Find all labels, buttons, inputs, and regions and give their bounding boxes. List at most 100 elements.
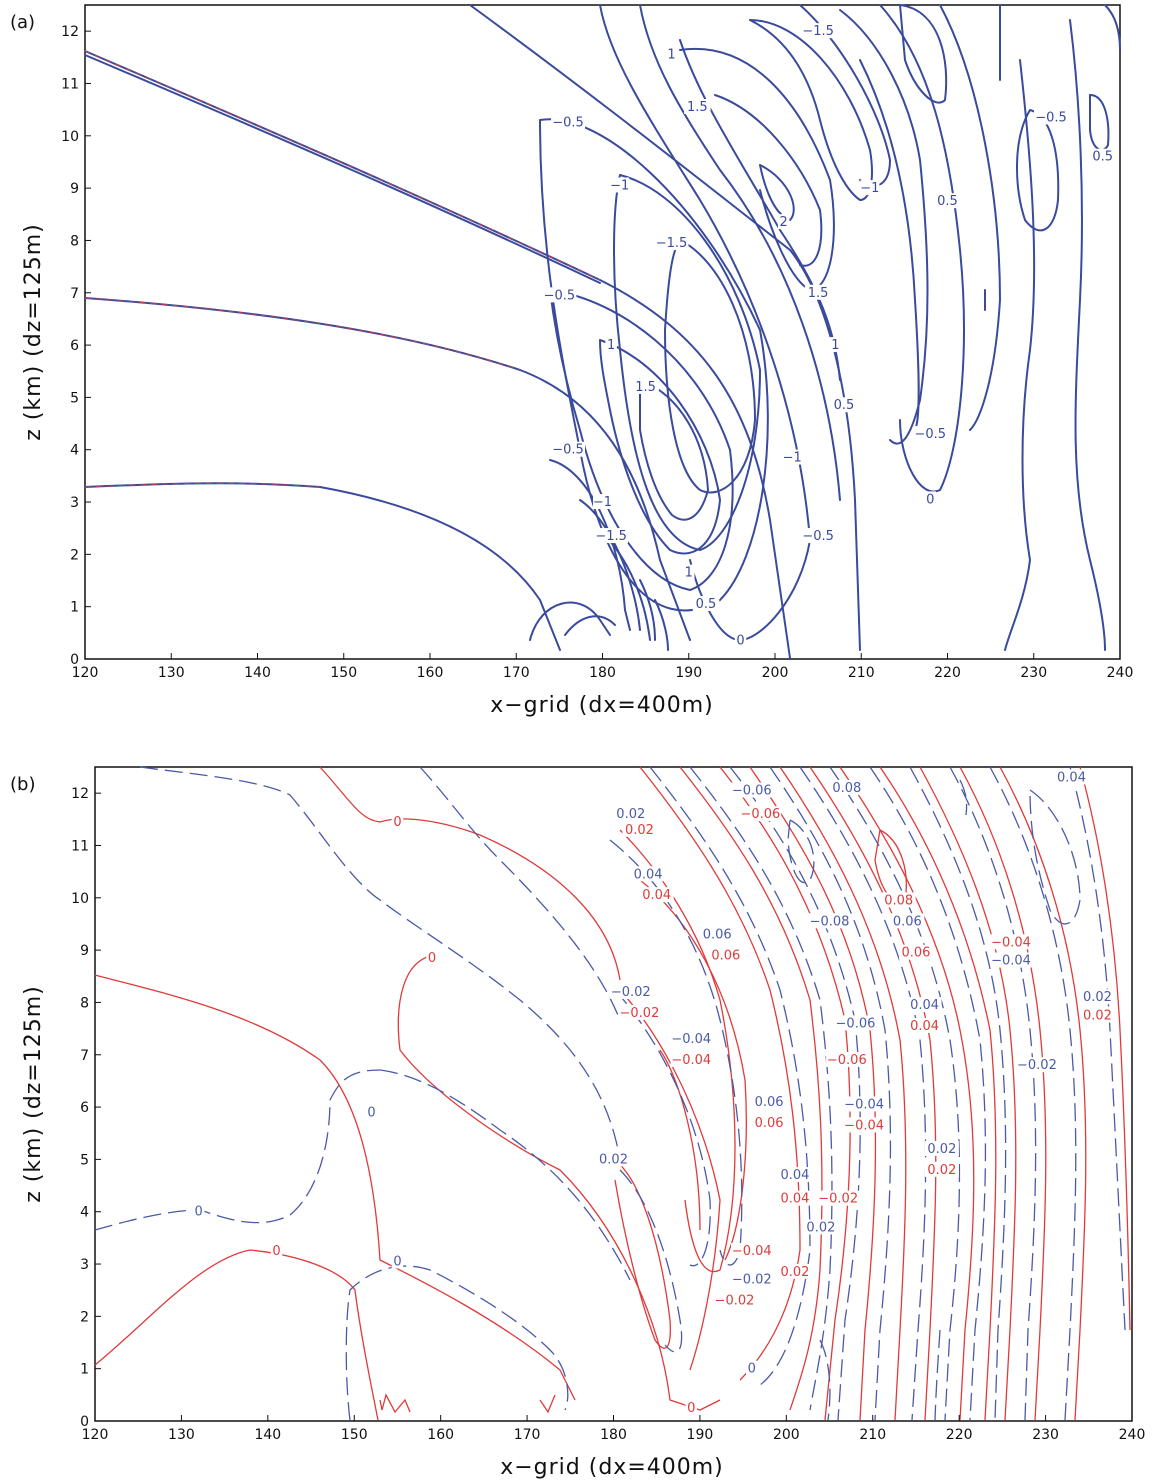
- contour-label-bg: [990, 952, 1032, 968]
- y-tick-label: 0: [80, 1414, 89, 1430]
- x-tick-label: 150: [330, 665, 357, 681]
- x-tick-label: 190: [687, 1427, 714, 1443]
- contour-line: [639, 378, 710, 521]
- contour-label-bg: [801, 23, 836, 39]
- panel-b-contour-labels: 0 0 0 0.02 0.04 0.06 −0.02 −0.04 −0.06 0.08 −0.08 −…: [192, 769, 1115, 1416]
- contour-label-bg: [829, 779, 864, 795]
- contour-label: 0.04: [642, 888, 671, 903]
- contour-label: 0: [367, 1105, 375, 1120]
- contour-label: −0.02: [732, 1273, 772, 1288]
- contour-label-bg: [830, 397, 858, 413]
- x-tick-label: 200: [762, 665, 789, 681]
- contour-label-bg: [734, 632, 747, 648]
- contour-line: [839, 9, 929, 445]
- y-tick-label: 3: [80, 1257, 89, 1273]
- contour-label: −0.04: [844, 1118, 884, 1133]
- contour-line: [639, 4, 841, 501]
- x-tick-label: 120: [82, 1427, 109, 1443]
- x-tick-label: 130: [158, 665, 185, 681]
- panel-a-label: (a): [10, 12, 35, 33]
- panel-a: (a): [10, 3, 1133, 718]
- contour-label-bg: [834, 1015, 877, 1031]
- contour-label: 0.04: [1057, 770, 1086, 785]
- contour-line: [564, 615, 616, 636]
- contour-label-bg: [777, 214, 790, 230]
- contour-line: [397, 954, 721, 1411]
- contour-line: [714, 94, 823, 267]
- contour-line: [1089, 93, 1110, 151]
- contour-line: [659, 1049, 701, 1231]
- contour-label-bg: [934, 193, 961, 209]
- contour-label: 1.5: [635, 380, 656, 395]
- contour-label: −0.02: [1017, 1058, 1057, 1073]
- contour-line: [679, 766, 823, 1411]
- contour-line: [959, 766, 1047, 1421]
- contour-label: −0.02: [611, 985, 651, 1000]
- contour-line: [549, 459, 631, 631]
- panel-a-contour-labels: 0 0 0.5 1 1.5 −0.5 −0.5 −0.5 −1 −1 −1.5 −1.5 1 1.5 1 2 1…: [542, 23, 1116, 649]
- contour-line: [879, 4, 965, 493]
- contour-line: [679, 39, 841, 381]
- contour-line: [84, 482, 321, 488]
- contour-label-bg: [808, 913, 851, 929]
- contour-label: −0.5: [552, 443, 584, 458]
- contour-label-bg: [843, 1096, 885, 1112]
- contour-line: [769, 766, 892, 1421]
- contour-label: 0: [736, 634, 744, 649]
- contour-label: 0.5: [937, 194, 958, 209]
- contour-line: [529, 601, 611, 641]
- contour-label-bg: [817, 1190, 859, 1206]
- contour-label: 0.06: [901, 946, 930, 961]
- contour-label-bg: [924, 491, 936, 507]
- panel-a-contours: [84, 3, 1121, 659]
- x-tick-label: 170: [503, 665, 530, 681]
- contour-label: 0.02: [1083, 1009, 1112, 1024]
- contour-label-bg: [270, 1242, 283, 1258]
- contour-label-bg: [801, 528, 836, 544]
- contour-line: [679, 47, 835, 292]
- panel-a-x-axis-title: x−grid (dx=400m): [490, 693, 714, 718]
- contour-line: [614, 984, 721, 1371]
- contour-label-bg: [782, 449, 802, 465]
- x-tick-label: 190: [675, 665, 702, 681]
- contour-label: −0.08: [810, 914, 850, 929]
- y-tick-label: 9: [80, 943, 89, 959]
- contour-label-bg: [777, 1190, 812, 1206]
- contour-label: 0.06: [755, 1116, 784, 1131]
- contour-label-bg: [913, 426, 948, 442]
- contour-label-bg: [907, 1017, 942, 1033]
- contour-line: [1004, 59, 1036, 651]
- contour-label-bg: [1080, 989, 1115, 1005]
- contour-label: 0.02: [927, 1142, 956, 1157]
- contour-label: 0.5: [696, 597, 717, 612]
- contour-line: [809, 766, 937, 1421]
- contour-label: −1: [593, 495, 612, 510]
- contour-label: 0.08: [832, 781, 861, 796]
- contour-label: 0.04: [780, 1192, 809, 1207]
- contour-label: −0.06: [836, 1016, 876, 1031]
- contour-label-bg: [1089, 148, 1116, 164]
- contour-line: [419, 766, 621, 1021]
- contour-label-bg: [610, 983, 652, 999]
- contour-label-bg: [1016, 1057, 1058, 1073]
- contour-label: 0.5: [1092, 150, 1113, 165]
- panel-b-x-axis: 120 130 140 150 160 170 180 190 200 210 220 230 240: [82, 1415, 1145, 1443]
- contour-label-bg: [596, 1151, 631, 1167]
- contour-label-bg: [713, 1292, 756, 1308]
- contour-label: −0.04: [991, 954, 1031, 969]
- contour-line: [829, 766, 961, 1421]
- contour-line: [345, 1265, 569, 1421]
- contour-label-bg: [594, 528, 629, 544]
- x-tick-label: 120: [72, 665, 99, 681]
- contour-line: [613, 174, 762, 552]
- contour-line: [94, 974, 576, 1401]
- contour-line: [84, 482, 561, 651]
- y-tick-label: 1: [70, 600, 79, 616]
- y-tick-label: 1: [80, 1362, 89, 1378]
- contour-label: −0.5: [802, 529, 834, 544]
- contour-label-bg: [670, 1051, 713, 1067]
- contour-label-bg: [1080, 1007, 1115, 1023]
- contour-label-bg: [613, 806, 648, 822]
- panel-b-dashed-contours: [94, 766, 1126, 1421]
- contour-line: [959, 779, 968, 816]
